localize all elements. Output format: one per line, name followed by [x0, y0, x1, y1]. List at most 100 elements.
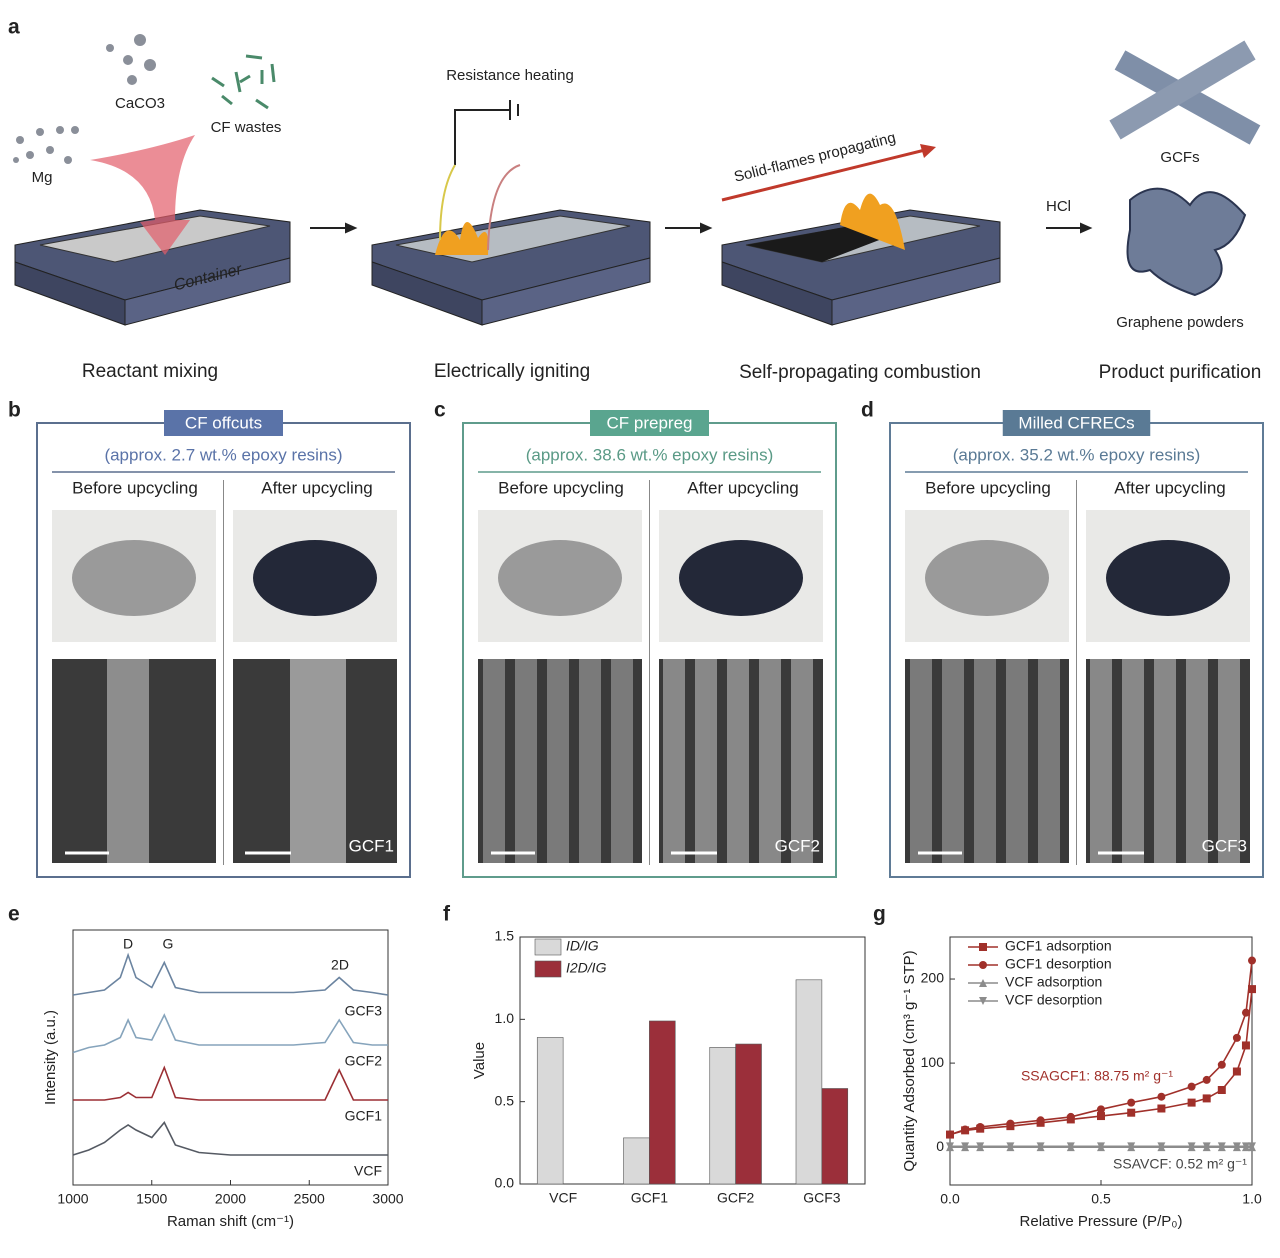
reactant-label: CF wastes [211, 119, 282, 136]
step-caption: Product purification [1099, 362, 1262, 383]
x-tick-label: 1.0 [1242, 1191, 1262, 1207]
legend-label: GCF1 adsorption [1005, 938, 1112, 954]
product-label: GCF2 [775, 836, 820, 855]
fiber [1006, 659, 1028, 863]
heating-label: Resistance heating [446, 67, 574, 84]
fiber [791, 659, 813, 863]
fiber [290, 659, 346, 863]
annotation: SSAGCF1: 88.75 m² g⁻¹ [1021, 1068, 1173, 1084]
fiber [1186, 659, 1208, 863]
y-axis-label: Value [471, 1042, 488, 1079]
acid-label: HCl [1046, 198, 1071, 215]
sample-pile [925, 540, 1049, 616]
bar [649, 1020, 676, 1185]
y-axis-label: Quantity Adsorbed (cm³ g⁻¹ STP) [901, 950, 918, 1171]
fiber [727, 659, 749, 863]
x-tick-label: GCF2 [717, 1190, 755, 1206]
fiber [910, 659, 932, 863]
marker [946, 1130, 954, 1139]
x-tick-label: GCF3 [803, 1190, 841, 1206]
series-label: GCF1 [345, 1108, 383, 1124]
y-tick-label: 200 [921, 970, 945, 986]
legend-label: ID/IG [566, 938, 599, 954]
marker [1097, 1142, 1105, 1151]
series-line [72, 952, 389, 996]
sample-title: Milled CFRECs [1018, 413, 1134, 432]
y-tick-label: 1.5 [495, 928, 515, 944]
container: Container [14, 135, 291, 326]
marker [1006, 1142, 1015, 1151]
marker [1217, 1060, 1226, 1069]
particles [13, 34, 156, 164]
column-label: Before upcycling [498, 478, 624, 497]
annotation: D [123, 936, 133, 952]
y-tick-label: 0.5 [495, 1092, 515, 1108]
legend-label: I2D/IG [566, 960, 607, 976]
y-tick-label: 1.0 [495, 1010, 515, 1026]
marker [1232, 1033, 1241, 1042]
container: Resistance heating [371, 67, 651, 326]
fiber [1122, 659, 1144, 863]
legend-swatch [534, 960, 562, 978]
panel-letter: c [434, 399, 446, 422]
fiber [974, 659, 996, 863]
x-tick-label: GCF1 [631, 1190, 669, 1206]
marker [1157, 1142, 1166, 1151]
series-line [72, 1121, 388, 1156]
column-label: Before upcycling [925, 478, 1051, 497]
annotation: G [163, 936, 174, 952]
bar [709, 1047, 736, 1185]
arrows [310, 222, 1093, 234]
marker [1036, 1116, 1045, 1125]
sample-title: CF prepreg [607, 413, 693, 432]
marker [1241, 1008, 1250, 1017]
bar [735, 1043, 762, 1185]
marker [1097, 1112, 1105, 1121]
x-tick-label: VCF [549, 1190, 577, 1206]
panel-letter: f [443, 903, 451, 926]
x-tick-label: 2000 [215, 1191, 246, 1207]
marker [1066, 1112, 1075, 1121]
annotation: 2D [331, 957, 349, 973]
bar [623, 1137, 650, 1185]
plot-frame [519, 936, 866, 1185]
marker [976, 1122, 985, 1131]
sample-pile [498, 540, 622, 616]
marker [1187, 1098, 1196, 1107]
column-label: Before upcycling [72, 478, 198, 497]
fiber [942, 659, 964, 863]
x-tick-label: 0.5 [1091, 1191, 1111, 1207]
panel-a: a CaCO3 CF wastes Mg Container [8, 16, 1261, 383]
legend-marker [979, 943, 987, 951]
fiber [663, 659, 685, 863]
reactant-label: CaCO3 [115, 95, 165, 112]
y-tick-label: 0.0 [495, 1175, 515, 1191]
fiber [1218, 659, 1240, 863]
bar [536, 1037, 564, 1185]
sample-pile [253, 540, 377, 616]
fiber [483, 659, 505, 863]
y-tick-label: 0 [936, 1138, 944, 1154]
product-label: Graphene powders [1116, 314, 1244, 331]
marker [1248, 1142, 1256, 1151]
title-badge [590, 410, 709, 436]
step-caption: Reactant mixing [82, 361, 218, 382]
x-tick-label: 1500 [136, 1191, 167, 1207]
y-axis-label: Intensity (a.u.) [42, 1010, 59, 1105]
legend-swatch [534, 938, 562, 956]
resin-note: (approx. 2.7 wt.% epoxy resins) [104, 445, 342, 464]
marker [1127, 1098, 1136, 1107]
resin-note: (approx. 38.6 wt.% epoxy resins) [526, 445, 774, 464]
x-tick-label: 3000 [372, 1191, 403, 1207]
legend-label: VCF desorption [1005, 992, 1102, 1008]
series-label: VCF [354, 1163, 382, 1179]
bar [795, 979, 823, 1185]
legend-label: GCF1 desorption [1005, 956, 1112, 972]
marker [1241, 1142, 1250, 1151]
column-label: After upcycling [1114, 478, 1226, 497]
sample-pile [679, 540, 803, 616]
marker [1097, 1105, 1105, 1114]
sample-pile [72, 540, 196, 616]
reactant-label: Mg [32, 169, 53, 186]
